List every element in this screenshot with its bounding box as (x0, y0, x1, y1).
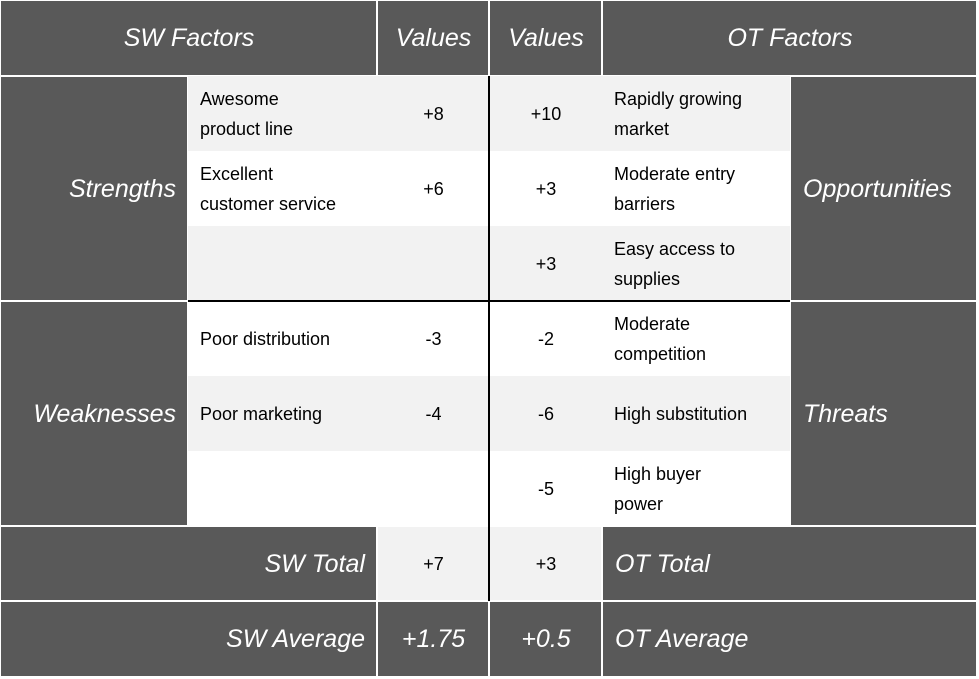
text-line: High buyer (614, 463, 702, 484)
total-value: +3 (490, 527, 601, 600)
value-cell: +10 (489, 76, 602, 151)
total-label: SW Total (1, 527, 376, 600)
text-line: power (614, 493, 664, 514)
total-label: SW Average (1, 602, 376, 676)
value-cell: -6 (489, 376, 602, 451)
value-cell: +6 (377, 151, 489, 226)
total-label: OT Average (603, 602, 976, 676)
divider-line (488, 76, 490, 601)
text-line: Poor distribution (200, 328, 331, 349)
section-label: Weaknesses (1, 302, 187, 525)
text-line: customer service (200, 193, 337, 214)
factor-cell (188, 226, 377, 301)
header-cell: OT Factors (603, 1, 976, 75)
factor-cell: Rapidly growing market (602, 76, 790, 151)
header-cell: SW Factors (1, 1, 376, 75)
value-cell: -5 (489, 451, 602, 526)
value-cell: -4 (377, 376, 489, 451)
value-cell: +3 (489, 226, 602, 301)
text-line: Moderate (614, 313, 691, 334)
factor-cell: Easy access to supplies (602, 226, 790, 301)
divider-line (188, 300, 790, 302)
factor-cell: Awesome product line (188, 76, 377, 151)
text-line: Poor marketing (200, 403, 323, 424)
header-cell: Values (378, 1, 488, 75)
text-line: Rapidly growing (614, 88, 743, 109)
factor-cell (188, 451, 377, 526)
text-line: barriers (614, 193, 676, 214)
factor-cell: Poor marketing (188, 376, 377, 451)
value-cell: -3 (377, 301, 489, 376)
text-line: Easy access to (614, 238, 736, 259)
factor-cell: Moderate competition (602, 301, 790, 376)
text-line: market (614, 118, 670, 139)
text-line: Excellent (200, 163, 274, 184)
value-cell (377, 451, 489, 526)
factor-cell: High substitution (602, 376, 790, 451)
text-line: Awesome (200, 88, 279, 109)
header-cell: Values (490, 1, 601, 75)
total-value: +1.75 (378, 602, 488, 676)
text-line: supplies (614, 268, 681, 289)
section-label: Strengths (1, 77, 187, 300)
value-cell: +3 (489, 151, 602, 226)
text-line: Moderate entry (614, 163, 736, 184)
text-line: High substitution (614, 403, 748, 424)
total-value: +7 (378, 527, 488, 600)
factor-cell: Excellent customer service (188, 151, 377, 226)
factor-cell: Moderate entry barriers (602, 151, 790, 226)
total-value: +0.5 (490, 602, 601, 676)
value-cell: -2 (489, 301, 602, 376)
value-cell (377, 226, 489, 301)
text-line: competition (614, 343, 707, 364)
value-cell: +8 (377, 76, 489, 151)
text-line: product line (200, 118, 294, 139)
factor-cell: High buyer power (602, 451, 790, 526)
section-label: Threats (791, 302, 976, 525)
section-label: Opportunities (791, 77, 976, 300)
total-label: OT Total (603, 527, 976, 600)
factor-cell: Poor distribution (188, 301, 377, 376)
